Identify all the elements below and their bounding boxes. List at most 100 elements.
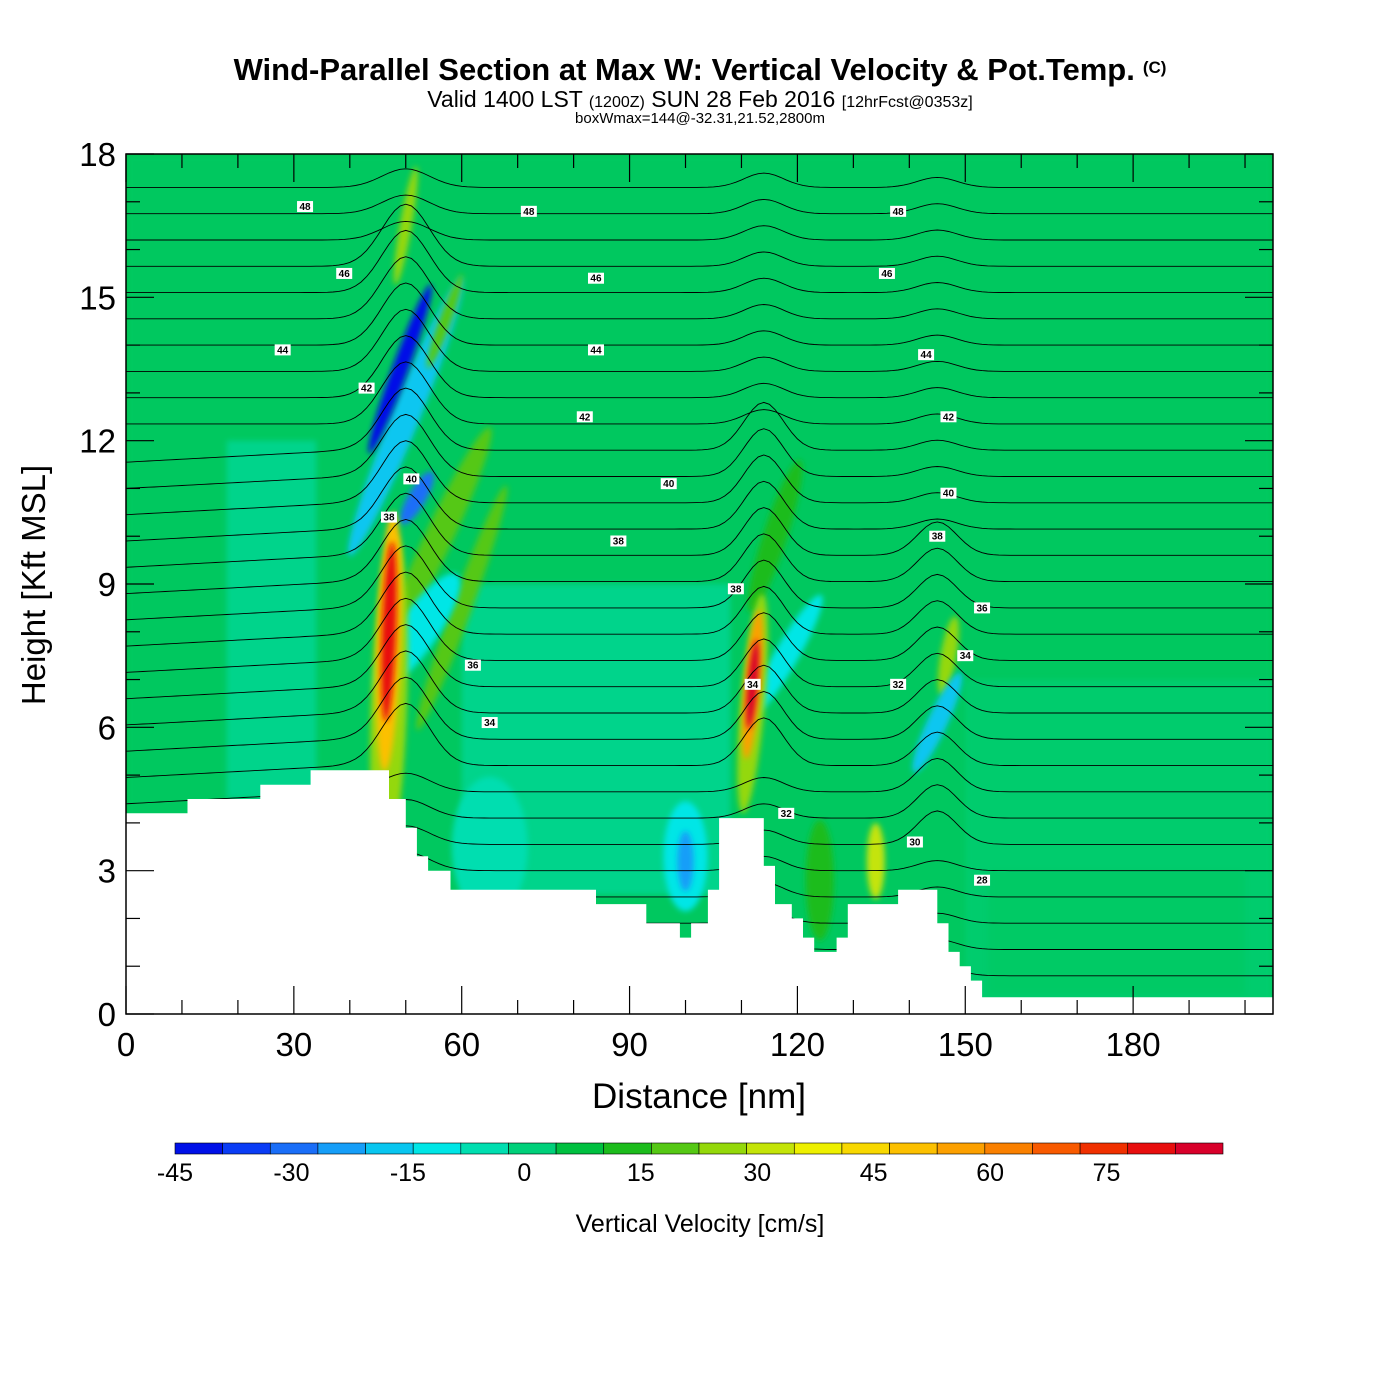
colorbar-tick-label: 0: [517, 1159, 531, 1187]
contour-label-text: 40: [406, 474, 418, 485]
contour-label-box: [297, 201, 314, 213]
theta-contour: [126, 571, 1273, 647]
contour-label: 48: [520, 205, 537, 218]
contour-label: 46: [587, 272, 604, 285]
contour-label-text: 38: [383, 513, 395, 524]
x-tick-label: 90: [611, 1026, 648, 1063]
contour-label-box: [660, 478, 677, 490]
contour-label: 40: [660, 478, 677, 490]
velocity-band: [965, 679, 1273, 1014]
theta-contour: [126, 624, 1273, 700]
velocity-cell: [912, 672, 963, 773]
velocity-cell: [937, 616, 959, 696]
theta-contour: [126, 597, 1273, 673]
contour-label: 34: [957, 650, 974, 662]
contour-label-box: [974, 602, 991, 614]
theta-contour: [126, 413, 1273, 489]
contour-label-text: 36: [976, 603, 988, 614]
contour-label-text: 40: [663, 479, 675, 490]
theta-contour: [126, 256, 1273, 320]
contour-label-text: 42: [579, 412, 591, 423]
velocity-cell: [749, 594, 823, 717]
contour-label: 34: [481, 717, 498, 729]
contour-label-text: 48: [299, 202, 311, 213]
colorbar-tick-label: 15: [627, 1159, 655, 1187]
x-tick-label: 30: [275, 1026, 312, 1063]
colorbar-swatch: [555, 1142, 605, 1155]
x-tick-label: 120: [770, 1026, 825, 1063]
colorbar: -45 -30 -15 0 15 30 45 60 75: [157, 1142, 1224, 1187]
colorbar-label: Vertical Velocity [cm/s]: [576, 1210, 825, 1238]
contour-label-box: [464, 659, 481, 671]
colorbar-swatch: [1079, 1142, 1129, 1155]
y-tick-label: 3: [98, 853, 116, 890]
y-tick-label: 18: [79, 136, 116, 173]
velocity-cell: [451, 776, 528, 917]
contour-label-box: [274, 344, 291, 356]
contour-label-text: 34: [747, 680, 759, 691]
contour-label-text: 34: [484, 718, 496, 729]
terrain-mask: [126, 770, 1273, 1014]
colorbar-swatch: [174, 1142, 223, 1155]
y-tick-label: 9: [98, 566, 116, 603]
theta-contour: [126, 203, 1273, 267]
theta-contour: [126, 650, 1273, 726]
colorbar-tick-label: 45: [860, 1159, 888, 1187]
chart-info: boxWmax=144@-32.31,21.52,2800m: [575, 110, 825, 127]
velocity-cell: [387, 427, 492, 646]
contour-label: 32: [778, 807, 795, 820]
contour-label: 38: [727, 583, 744, 595]
contour-label-text: 44: [590, 345, 602, 356]
contour-label-box: [481, 717, 498, 729]
velocity-cell: [677, 831, 694, 892]
subtitle-utc: (1200Z): [588, 94, 645, 111]
contour-label-box: [940, 487, 957, 499]
contour-label: 38: [610, 535, 627, 548]
contour-label-box: [587, 272, 604, 284]
contour-label-text: 38: [613, 537, 625, 548]
contour-label: 28: [974, 874, 991, 887]
theta-contour: [126, 361, 1273, 425]
colorbar-swatch: [698, 1142, 747, 1155]
contour-label-text: 32: [893, 680, 905, 691]
contour-label: 32: [890, 678, 907, 691]
contour-label-box: [610, 535, 627, 547]
theta-contour: [126, 194, 1273, 215]
velocity-cell: [381, 541, 397, 722]
chart-title: Wind-Parallel Section at Max W: Vertical…: [0, 52, 1400, 88]
velocity-band: [226, 440, 317, 799]
theta-contour: [126, 519, 1273, 595]
contour-label-box: [727, 583, 744, 595]
colorbar-swatch: [889, 1142, 938, 1155]
contour-label: 30: [906, 836, 923, 849]
contour-label: 40: [940, 487, 957, 500]
theta-contour: [126, 492, 1273, 568]
x-tick-label: 0: [117, 1026, 135, 1063]
contour-label: 38: [929, 530, 946, 543]
theta-contour: [126, 335, 1273, 399]
contour-label-text: 42: [361, 384, 373, 395]
contour-label-box: [744, 678, 761, 690]
colorbar-swatch: [793, 1142, 843, 1155]
theta-contour: [126, 282, 1273, 346]
y-axis-label: Height [Kft MSL]: [15, 465, 52, 705]
subtitle-date: SUN 28 Feb 2016: [651, 86, 836, 112]
theta-contour: [126, 308, 1273, 372]
colorbar-swatch: [222, 1142, 271, 1155]
contour-label-text: 46: [339, 269, 351, 280]
contour-label: 42: [940, 411, 957, 423]
contour-label-box: [929, 530, 946, 542]
contour-label-text: 38: [730, 584, 742, 595]
colorbar-swatch: [1175, 1142, 1224, 1155]
theta-contour: [126, 168, 1273, 188]
contour-label: 44: [274, 344, 291, 356]
contour-label-box: [336, 267, 353, 279]
title-text: Wind-Parallel Section at Max W: Vertical…: [233, 52, 1135, 87]
colorbar-swatch: [365, 1142, 414, 1155]
contour-label: 42: [576, 411, 593, 423]
colorbar-swatch: [269, 1142, 319, 1155]
contour-label: 40: [403, 473, 420, 485]
contour-label-text: 42: [943, 412, 955, 423]
colorbar-tick-label: -45: [157, 1159, 193, 1187]
